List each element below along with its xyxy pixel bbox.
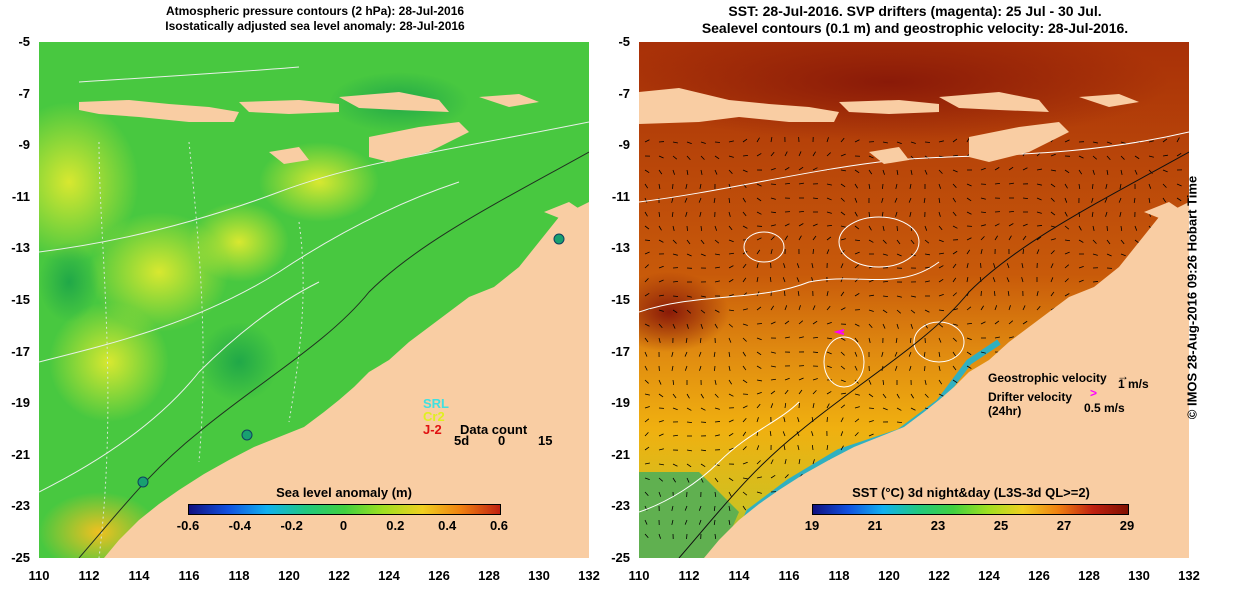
colorbar-tick-label: 19 [804, 518, 820, 533]
x-tick-label: 122 [328, 568, 350, 583]
drifter-velocity-label-24hr: (24hr) [988, 404, 1022, 418]
y-tick-label: -25 [611, 550, 630, 565]
y-tick-label: -5 [618, 34, 630, 49]
x-tick-label: 114 [728, 568, 750, 583]
y-tick-label: -21 [11, 446, 30, 462]
drifter-velocity-label: Drifter velocity [988, 390, 1073, 404]
x-tick-label: 118 [828, 568, 850, 583]
drifter-scale-arrow: > [1090, 386, 1098, 400]
colorbar-tick-label: 23 [930, 518, 946, 533]
y-tick-label: -11 [611, 188, 630, 204]
colorbar-tick-label: 0 [339, 518, 348, 533]
colorbar-tick-label: 0.2 [386, 518, 405, 533]
colorbar-tick-label: -0.6 [176, 518, 200, 533]
colorbar-tick-label: 27 [1056, 518, 1072, 533]
sea-level-anomaly-map [39, 42, 589, 558]
colorbar-tick-label: 29 [1119, 518, 1135, 533]
y-tick-label: -23 [611, 498, 630, 514]
sst-colorbar-title: SST (°C) 3d night&day (L3S-3d QL>=2) [852, 485, 1090, 500]
x-tick-label: 120 [278, 568, 300, 583]
x-tick-label: 116 [778, 568, 800, 583]
colorbar-tick-label: 21 [867, 518, 883, 533]
geostrophic-scale-label: 1 m/s [1118, 377, 1149, 391]
left-title-line2: Isostatically adjusted sea level anomaly… [165, 19, 465, 33]
geostrophic-velocity-label: Geostrophic velocity [988, 371, 1107, 385]
x-tick-label: 132 [1178, 568, 1200, 583]
y-tick-label: -9 [618, 137, 630, 153]
srl-label: SRL [423, 396, 449, 411]
imos-credit: © IMOS 28-Aug-2016 09:26 Hobart Time [1184, 175, 1200, 420]
x-tick-label: 124 [978, 568, 1000, 583]
x-tick-label: 128 [1078, 568, 1100, 583]
x-tick-label: 130 [1128, 568, 1150, 583]
y-tick-label: -11 [11, 188, 30, 204]
colorbar-tick-label: 0.4 [438, 518, 457, 533]
x-tick-label: 110 [628, 568, 650, 583]
y-tick-label: -13 [11, 240, 30, 256]
y-tick-label: -13 [611, 240, 630, 256]
y-tick-label: -19 [11, 395, 30, 411]
right-map-title: SST: 28-Jul-2016. SVP drifters (magenta)… [640, 3, 1190, 37]
y-tick-label: -7 [618, 85, 630, 101]
j2-label: J-2 [423, 422, 442, 437]
sst-map [639, 42, 1189, 558]
data-count-label: Data count [460, 422, 528, 437]
left-map-title: Atmospheric pressure contours (2 hPa): 2… [40, 4, 590, 34]
x-tick-label: 122 [928, 568, 950, 583]
x-tick-label: 126 [428, 568, 450, 583]
y-tick-label: -25 [11, 550, 30, 565]
y-tick-label: -23 [11, 498, 30, 514]
colorbar-tick-label: -0.4 [228, 518, 252, 533]
y-tick-label: -7 [18, 85, 30, 101]
sla-colorbar [188, 504, 501, 515]
left-title-line1: Atmospheric pressure contours (2 hPa): 2… [165, 4, 465, 18]
y-tick-label: -21 [611, 446, 630, 462]
colorbar-tick-label: -0.2 [280, 518, 303, 533]
y-tick-label: -17 [11, 343, 30, 359]
y-tick-label: -19 [611, 395, 630, 411]
x-tick-label: 132 [578, 568, 600, 583]
right-title-line2: Sealevel contours (0.1 m) and geostrophi… [701, 20, 1129, 36]
geostrophic-scale-arrow: → [1117, 369, 1129, 383]
data-count-0: 0 [498, 433, 506, 448]
drifter-scale-label: 0.5 m/s [1084, 401, 1125, 415]
y-tick-label: -15 [611, 292, 630, 307]
data-count-5d: 5d [454, 433, 470, 448]
x-tick-label: 124 [378, 568, 400, 583]
x-tick-label: 126 [1028, 568, 1050, 583]
x-tick-label: 120 [878, 568, 900, 583]
x-tick-label: 128 [478, 568, 500, 583]
right-title-line1: SST: 28-Jul-2016. SVP drifters (magenta)… [728, 3, 1102, 19]
x-tick-label: 110 [28, 568, 50, 583]
sla-colorbar-title: Sea level anomaly (m) [276, 485, 412, 500]
y-tick-label: -17 [611, 343, 630, 359]
x-tick-label: 112 [78, 568, 100, 583]
colorbar-tick-label: 0.6 [489, 518, 509, 533]
x-tick-label: 112 [678, 568, 700, 583]
sst-colorbar [812, 504, 1129, 515]
x-tick-label: 116 [178, 568, 200, 583]
y-tick-label: -5 [18, 34, 30, 49]
y-tick-label: -15 [11, 292, 30, 307]
x-tick-label: 118 [228, 568, 250, 583]
x-tick-label: 114 [128, 568, 150, 583]
y-tick-label: -9 [18, 137, 30, 153]
cr2-label: Cr2 [423, 409, 445, 424]
data-count-15: 15 [538, 433, 553, 448]
x-tick-label: 130 [528, 568, 550, 583]
colorbar-tick-label: 25 [993, 518, 1009, 533]
